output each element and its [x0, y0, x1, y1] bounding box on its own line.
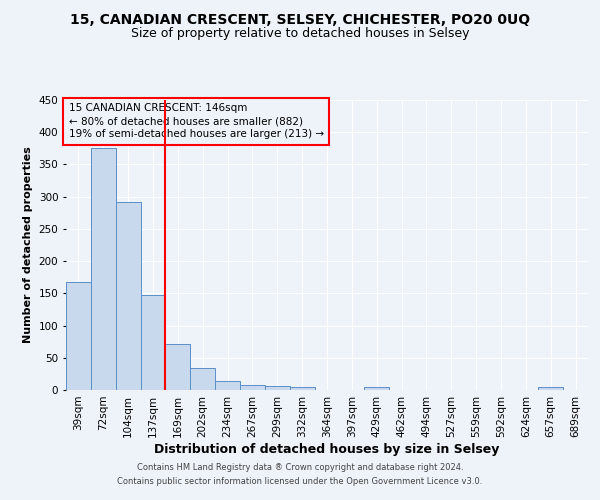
Text: Contains HM Land Registry data ® Crown copyright and database right 2024.: Contains HM Land Registry data ® Crown c… — [137, 464, 463, 472]
Bar — [166, 344, 190, 390]
Bar — [140, 296, 166, 390]
Bar — [215, 381, 240, 390]
Bar — [66, 282, 91, 390]
Bar — [364, 388, 389, 390]
Text: Contains public sector information licensed under the Open Government Licence v3: Contains public sector information licen… — [118, 477, 482, 486]
Y-axis label: Number of detached properties: Number of detached properties — [23, 146, 33, 344]
Text: Size of property relative to detached houses in Selsey: Size of property relative to detached ho… — [131, 28, 469, 40]
Bar — [116, 202, 140, 390]
Bar — [190, 368, 215, 390]
Bar — [265, 386, 290, 390]
Bar — [290, 388, 314, 390]
Text: 15 CANADIAN CRESCENT: 146sqm
← 80% of detached houses are smaller (882)
19% of s: 15 CANADIAN CRESCENT: 146sqm ← 80% of de… — [68, 103, 324, 140]
Bar — [91, 148, 116, 390]
Bar — [538, 388, 563, 390]
Bar — [240, 386, 265, 390]
X-axis label: Distribution of detached houses by size in Selsey: Distribution of detached houses by size … — [154, 442, 500, 456]
Text: 15, CANADIAN CRESCENT, SELSEY, CHICHESTER, PO20 0UQ: 15, CANADIAN CRESCENT, SELSEY, CHICHESTE… — [70, 12, 530, 26]
